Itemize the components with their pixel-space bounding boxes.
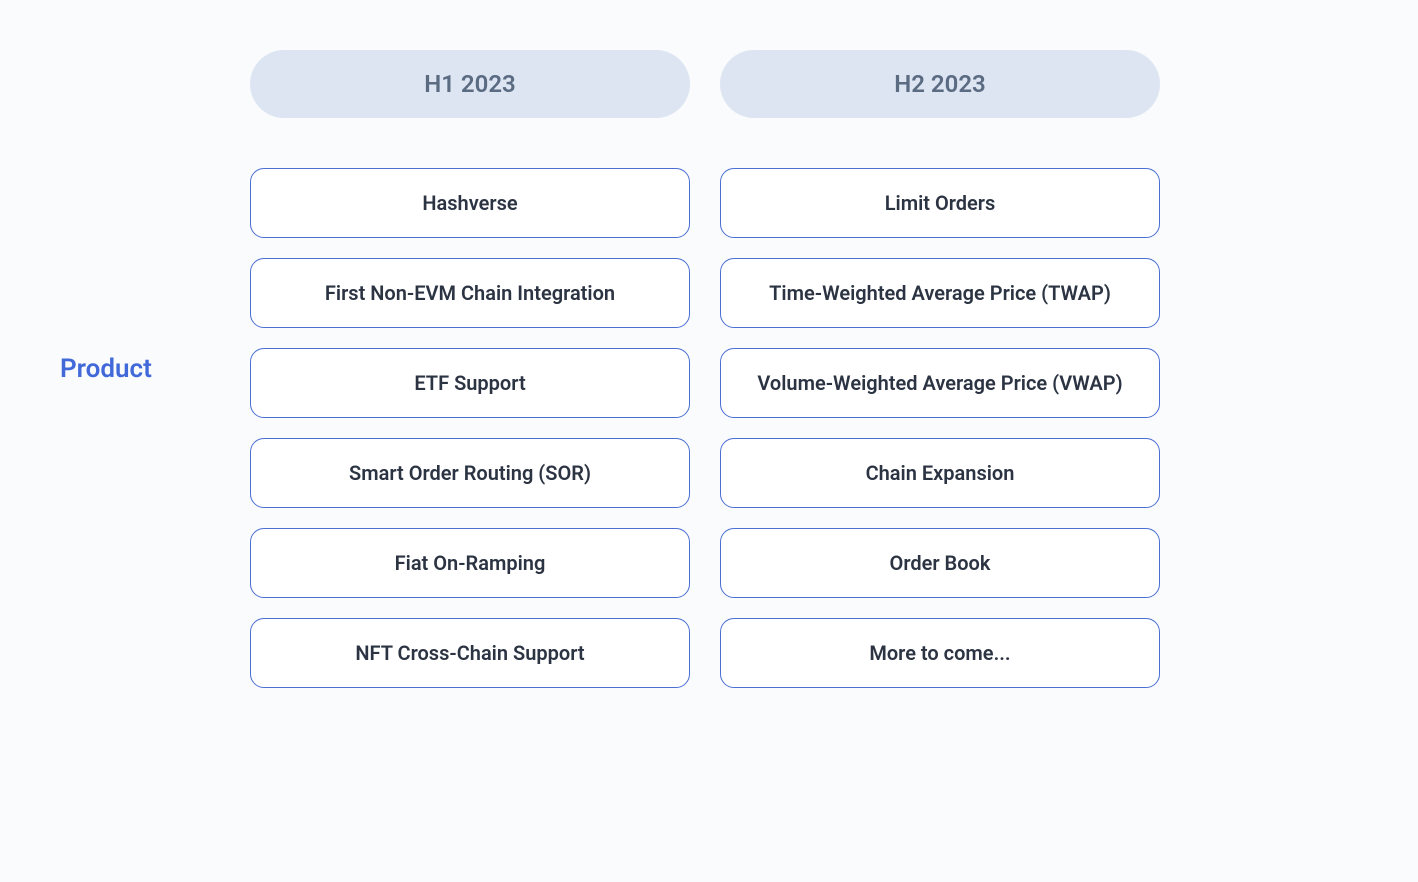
- roadmap-item: More to come...: [720, 618, 1160, 688]
- roadmap-item: Fiat On-Ramping: [250, 528, 690, 598]
- roadmap-item: Hashverse: [250, 168, 690, 238]
- roadmap-item: Limit Orders: [720, 168, 1160, 238]
- roadmap-item: Volume-Weighted Average Price (VWAP): [720, 348, 1160, 418]
- category-label: Product: [60, 354, 200, 384]
- roadmap-container: Product H1 2023 Hashverse First Non-EVM …: [60, 50, 1358, 688]
- columns-wrapper: H1 2023 Hashverse First Non-EVM Chain In…: [250, 50, 1160, 688]
- roadmap-item: Smart Order Routing (SOR): [250, 438, 690, 508]
- period-header-h2: H2 2023: [720, 50, 1160, 118]
- roadmap-item: First Non-EVM Chain Integration: [250, 258, 690, 328]
- roadmap-item: NFT Cross-Chain Support: [250, 618, 690, 688]
- roadmap-item: Order Book: [720, 528, 1160, 598]
- column-h1: H1 2023 Hashverse First Non-EVM Chain In…: [250, 50, 690, 688]
- column-h2: H2 2023 Limit Orders Time-Weighted Avera…: [720, 50, 1160, 688]
- roadmap-item: Time-Weighted Average Price (TWAP): [720, 258, 1160, 328]
- roadmap-item: Chain Expansion: [720, 438, 1160, 508]
- period-header-h1: H1 2023: [250, 50, 690, 118]
- roadmap-item: ETF Support: [250, 348, 690, 418]
